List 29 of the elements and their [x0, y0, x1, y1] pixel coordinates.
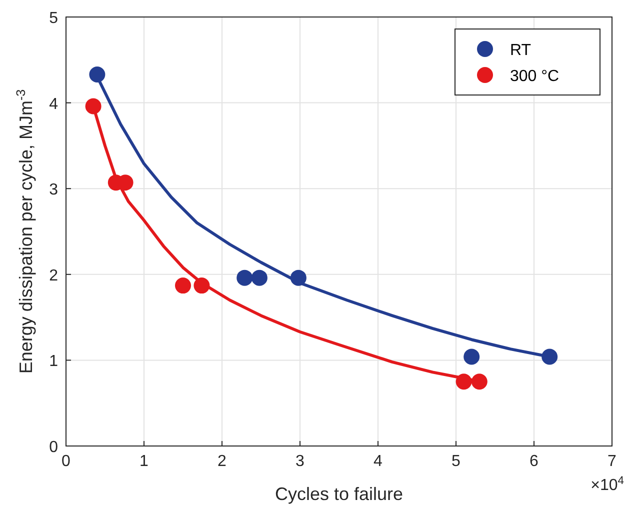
y-tick-label: 0	[49, 439, 58, 456]
y-tick-label: 3	[49, 182, 58, 199]
legend-label: RT	[510, 42, 532, 59]
x-tick-label: 4	[374, 453, 383, 470]
point	[456, 374, 472, 390]
text: ×10$^{4}$	[590, 475, 624, 494]
point	[464, 348, 480, 365]
x-tick-label: 6	[530, 453, 539, 470]
x-tick-label: 2	[218, 453, 227, 470]
y-tick-label: 1	[49, 353, 58, 370]
legend-label: 300 °C	[510, 68, 560, 85]
point	[89, 66, 106, 82]
x-axis-title: Cycles to failure	[274, 484, 404, 504]
point	[236, 270, 253, 286]
x-tick-label: 0	[62, 453, 71, 470]
x-tick-label: 3	[296, 453, 305, 470]
point	[251, 270, 268, 286]
y-tick-label: 5	[49, 10, 58, 27]
point	[175, 278, 191, 294]
point	[194, 278, 210, 294]
y-tick-label: 4	[49, 96, 58, 113]
y-tick-label: 2	[49, 267, 58, 284]
point	[542, 348, 558, 365]
x-tick-label: 7	[608, 453, 617, 470]
x-tick-label: 1	[140, 453, 149, 470]
point	[85, 98, 102, 114]
point	[290, 270, 306, 286]
point	[471, 374, 488, 390]
x-tick-label: 5	[452, 453, 461, 470]
